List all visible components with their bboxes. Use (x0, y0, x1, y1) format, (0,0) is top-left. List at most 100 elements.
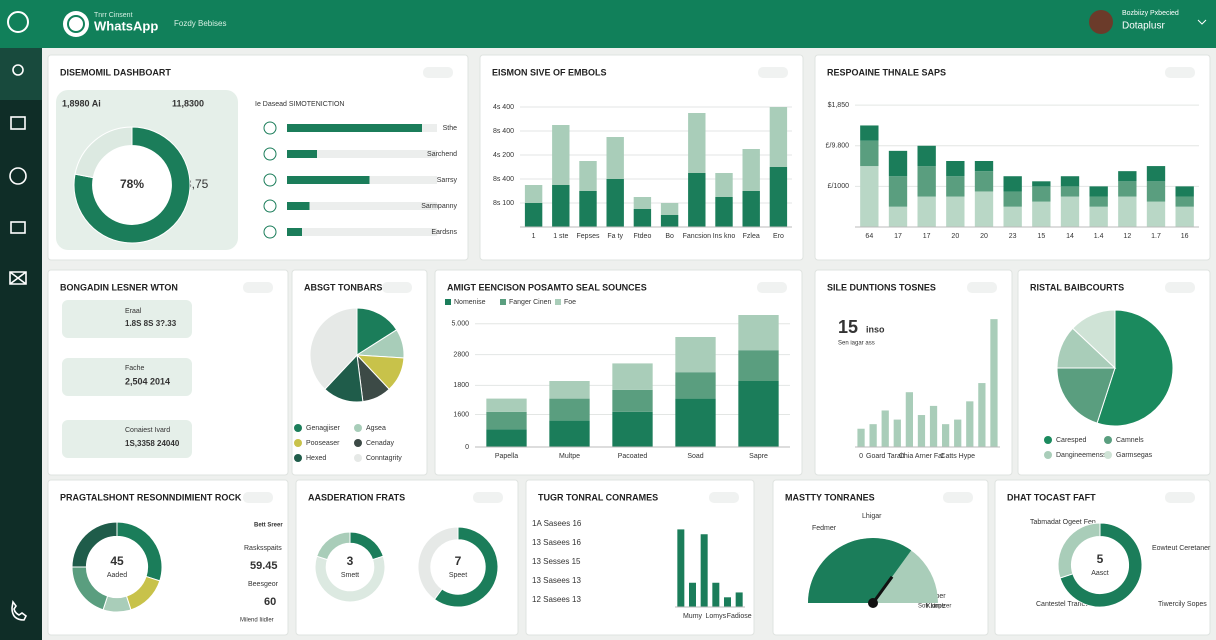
y-tick-label: 4s 200 (493, 152, 514, 159)
row-icon (263, 147, 277, 161)
nav-link[interactable]: Fozdy Bebises (174, 19, 226, 28)
bar-segment (524, 203, 543, 227)
user-role[interactable]: Dotaplusr (1122, 21, 1165, 32)
bar-segment (1003, 206, 1022, 227)
panel-text: Beesgeor (248, 581, 279, 588)
bar-segment (606, 179, 624, 227)
bar-segment (1089, 186, 1108, 197)
bar-segment (1060, 186, 1080, 197)
legend-swatch (294, 454, 302, 462)
x-tick-label: 1 (532, 233, 536, 240)
bar-segment (688, 173, 706, 227)
panel (814, 54, 1211, 261)
panel-menu[interactable] (473, 492, 503, 503)
bar-segment (917, 166, 936, 197)
bar-segment (579, 161, 597, 191)
bar-segment (675, 337, 716, 373)
icon-globe[interactable] (9, 167, 27, 185)
bar-segment (675, 398, 716, 447)
bar-segment (917, 145, 936, 167)
bar-track (287, 150, 437, 158)
panel-menu[interactable] (382, 282, 412, 293)
panel-title: MASTTY TONRANES (785, 492, 875, 502)
bar (287, 176, 370, 184)
x-tick-label: 1.4 (1094, 233, 1104, 240)
icon-box[interactable] (10, 221, 26, 234)
panel-menu[interactable] (1165, 282, 1195, 293)
bar (724, 597, 731, 607)
list-card (62, 420, 192, 458)
panel-menu[interactable] (423, 67, 453, 78)
panel-menu[interactable] (1165, 492, 1195, 503)
panel-menu[interactable] (967, 282, 997, 293)
panel-title: EISMON SIVE OF EMBOLS (492, 67, 607, 77)
icon-user[interactable] (12, 64, 24, 76)
x-tick-label: Lomys (706, 613, 727, 620)
panel-menu[interactable] (758, 67, 788, 78)
x-tick-label: Ins kno (713, 233, 736, 240)
panel-text: Tiwercily Sopes (1158, 601, 1207, 608)
x-tick-label: Fzlea (743, 233, 760, 240)
bar-segment (1118, 181, 1137, 197)
panel-menu[interactable] (943, 492, 973, 503)
center-sub: Aaded (107, 572, 127, 579)
bar-segment (612, 389, 653, 412)
legend-swatch (294, 424, 302, 432)
panel-menu[interactable] (243, 492, 273, 503)
bar-segment (742, 191, 760, 227)
panel-text: inso (866, 324, 885, 334)
bar-segment (1089, 196, 1108, 207)
panel-menu[interactable] (709, 492, 739, 503)
legend-swatch (1104, 436, 1112, 444)
panel-text: 1.8S 8S 3?.33 (125, 319, 177, 328)
bar (893, 419, 901, 447)
legend-swatch (1104, 451, 1112, 459)
pie-slice (356, 307, 398, 356)
x-tick-label: Bo (665, 233, 674, 240)
panel-menu[interactable] (243, 282, 273, 293)
x-tick-label: 20 (980, 233, 988, 240)
row-icon (263, 121, 277, 135)
bar-segment (946, 176, 965, 197)
y-tick-label: 8s 100 (493, 200, 514, 207)
panel-title: DISEMOMIL DASHBOART (60, 67, 171, 77)
bar-segment (633, 209, 652, 227)
bar (978, 383, 986, 447)
gauge-needle (871, 575, 894, 604)
panel-text: 13 Sasees 16 (532, 538, 581, 547)
bar-segment (675, 372, 716, 399)
app-icon[interactable] (7, 11, 29, 33)
icon-mail[interactable] (9, 271, 27, 285)
bar-segment (946, 161, 965, 177)
pie-slice (309, 307, 358, 390)
bar-segment (552, 185, 570, 227)
x-tick-label: Fadiose (727, 613, 752, 620)
bar-segment (1032, 181, 1051, 187)
panel-text: Eowteut Ceretaner (1152, 545, 1211, 552)
legend-swatch (354, 454, 362, 462)
panel-menu[interactable] (757, 282, 787, 293)
bar-segment (1032, 201, 1051, 227)
avatar[interactable] (1089, 10, 1113, 34)
bar (929, 405, 938, 447)
bar (942, 424, 950, 447)
legend-label: Caresped (1056, 437, 1086, 444)
icon-lock[interactable] (10, 116, 26, 130)
panel-title: TUGR TONRAL CONRAMES (538, 492, 658, 502)
legend-swatch (294, 439, 302, 447)
bar-segment (738, 350, 779, 381)
panel (525, 479, 755, 636)
bar (677, 529, 685, 607)
y-tick-label: 0 (465, 444, 469, 451)
bar-segment (946, 196, 965, 227)
bar-segment (579, 191, 597, 227)
bar-segment (769, 107, 788, 167)
dropdown-caret[interactable] (1197, 19, 1207, 25)
panel-menu[interactable] (1165, 67, 1195, 78)
panel-title: BONGADIN LESNER WTON (60, 282, 178, 292)
y-tick-label: 1800 (453, 382, 469, 389)
center-label: 78% (120, 177, 144, 191)
legend-swatch (445, 299, 451, 305)
center-sub: Smett (341, 572, 359, 579)
icon-phone[interactable] (11, 600, 28, 621)
